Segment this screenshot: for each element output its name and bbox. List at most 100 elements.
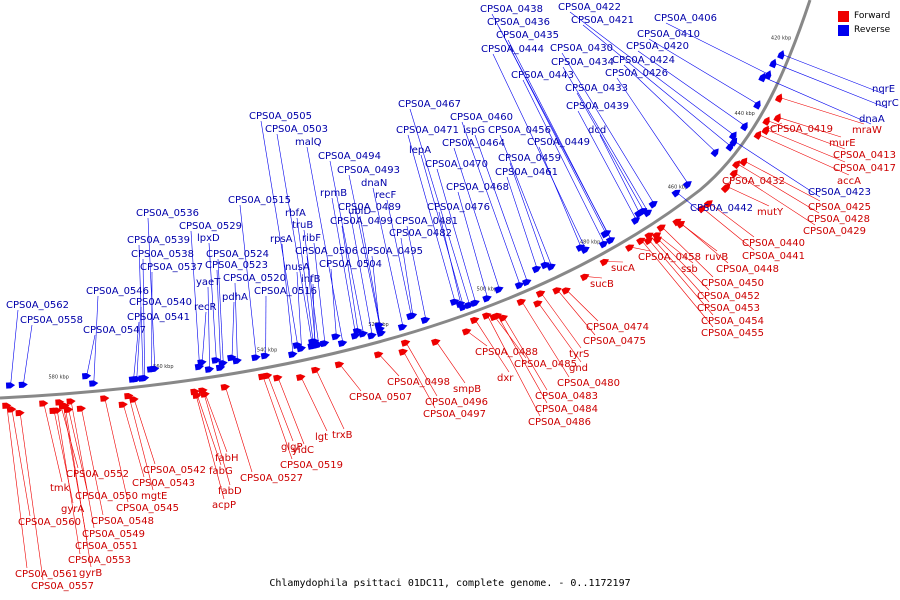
gene-label: CPS0A_0441 [742,251,805,262]
gene-label: CPS0A_0503 [265,124,328,135]
forward-gene-arrow [516,298,526,307]
reverse-gene-arrow [81,372,92,380]
leader-line [734,172,816,226]
tick-label: 420 kbp [771,36,791,42]
gene-label: CPS0A_0551 [75,541,138,552]
leader-line [194,391,225,500]
gene-label: acpP [212,500,236,511]
gene-label: CPS0A_0410 [637,29,700,40]
gene-label: mutY [757,207,784,218]
forward-gene-arrow [273,374,283,382]
leader-line [262,376,293,460]
forward-gene-arrow [55,399,65,406]
gene-label: CPS0A_0494 [318,151,381,162]
forward-gene-arrow [190,388,200,396]
leader-line [657,238,710,291]
reverse-gene-arrow [337,340,348,347]
forward-gene-arrow [400,339,411,347]
leader-line [138,244,144,379]
leader-line [453,147,500,290]
forward-gene-arrow [697,205,707,214]
reverse-gene-arrow [367,332,377,340]
gene-label: CPS0A_0540 [129,297,192,308]
reverse-gene-arrow [740,122,748,132]
gene-label: pdhA [222,292,248,303]
leader-line [405,342,438,397]
gene-label: CPS0A_0480 [557,378,620,389]
gene-label: CPS0A_0537 [140,262,203,273]
reverse-gene-arrow [89,380,99,387]
gene-label: recF [375,190,397,201]
gene-label: CPS0A_0433 [565,83,628,94]
leader-line [205,394,228,453]
gene-label: CPS0A_0406 [654,13,717,24]
genome-backbone [0,0,812,400]
reverse-gene-arrow [763,70,772,80]
leader-line [70,401,95,529]
reverse-gene-arrow [350,332,361,340]
gene-label: CPS0A_0421 [571,15,634,26]
forward-gene-arrow [656,224,666,233]
leader-line [474,134,528,282]
gene-label: CPS0A_0484 [535,404,598,415]
leader-line [331,197,357,336]
forward-gene-arrow [118,401,128,409]
leader-line [216,269,222,368]
leader-line [538,302,582,363]
gene-label: CPS0A_0459 [498,153,561,164]
forward-gene-arrow [198,387,208,395]
forward-gene-arrow [296,374,306,381]
gene-label: CPS0A_0504 [319,259,382,270]
leader-line [81,408,104,516]
gene-label: yidC [292,445,314,456]
leader-line [744,160,821,202]
leader-line [239,204,257,358]
gene-label: glgP [281,442,303,453]
forward-gene-arrow [63,406,74,413]
forward-gene-arrow [258,373,268,381]
leader-line [378,354,400,377]
reverse-gene-arrow [215,364,226,372]
forward-gene-arrow [739,157,748,167]
reverse-gene-arrow [232,357,242,365]
leader-line [461,121,521,285]
reverse-gene-arrow [758,72,766,83]
reverse-gene-arrow [211,357,221,364]
gene-label: ribF [302,233,321,244]
leader-line [207,286,210,370]
reverse-gene-arrow [455,300,466,309]
forward-gene-arrow [535,290,546,298]
reverse-gene-arrow [319,340,330,348]
tick-label: 440 kbp [734,111,754,117]
gene-label: rpsA [270,234,293,245]
gene-label: nqrE [872,84,895,95]
gene-label: CPS0A_0449 [527,137,590,148]
gene-label: CPS0A_0450 [701,278,764,289]
tick-label: 480 kbp [580,239,600,245]
gene-label: CPS0A_0458 [638,252,701,263]
leader-line [142,258,146,379]
gene-label: dnaA [859,114,885,125]
reverse-gene-arrow [470,299,480,307]
leader-line [648,240,714,316]
gene-label: tyrS [569,349,589,360]
leader-line [709,202,755,238]
gene-label: CPS0A_0553 [68,555,131,566]
gene-label: ubiD [348,206,371,217]
forward-gene-arrow [580,273,590,282]
reverse-gene-arrow [358,330,368,338]
leader-line [569,11,735,136]
reverse-gene-arrow [352,328,363,335]
gene-label: CPS0A_0519 [280,460,343,471]
reverse-gene-arrow [309,338,320,346]
gene-label: CPS0A_0443 [511,70,574,81]
forward-gene-arrow [762,116,770,126]
leader-line [19,412,44,581]
leader-line [773,62,888,109]
gene-label: CPS0A_0562 [6,300,69,311]
forward-gene-arrow [461,328,472,336]
gene-label: gyrA [61,504,84,515]
forward-gene-arrow [52,407,62,414]
reverse-gene-arrow [376,330,386,337]
leader-line [403,351,436,409]
